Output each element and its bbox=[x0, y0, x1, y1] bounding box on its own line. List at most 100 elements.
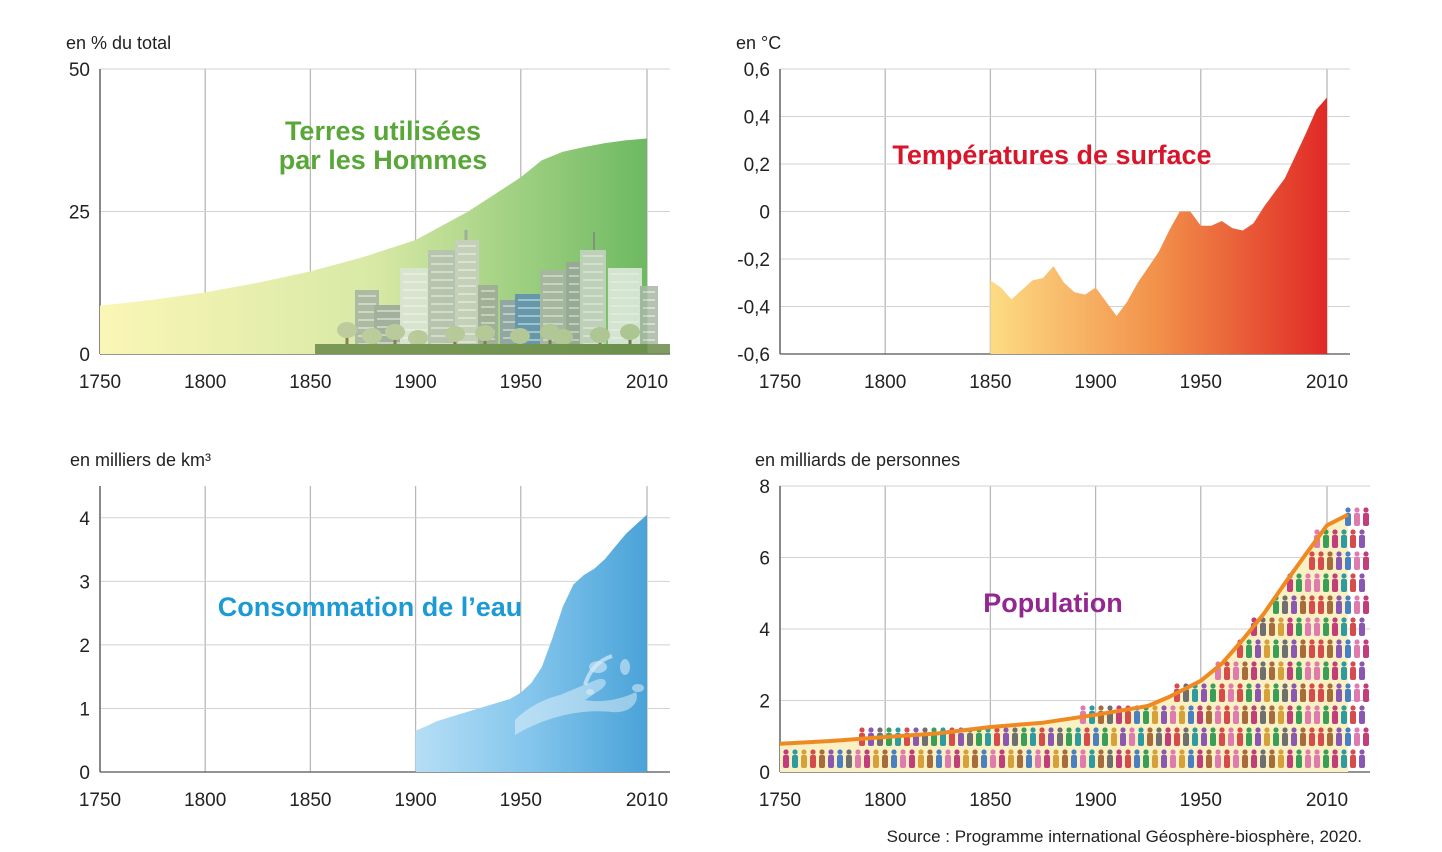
person-body bbox=[1282, 601, 1288, 614]
person-body bbox=[1309, 689, 1315, 702]
person-head bbox=[1354, 639, 1360, 645]
person-body bbox=[1314, 667, 1320, 680]
person-head bbox=[1102, 727, 1108, 733]
person-body bbox=[945, 755, 951, 768]
person-body bbox=[801, 755, 807, 768]
hand-shape bbox=[515, 678, 637, 735]
person-body bbox=[1282, 733, 1288, 746]
person-head bbox=[1332, 573, 1338, 579]
person-head bbox=[1314, 617, 1320, 623]
person-head bbox=[1314, 705, 1320, 711]
person-head bbox=[1323, 661, 1329, 667]
person-body bbox=[1345, 645, 1351, 658]
person-body bbox=[846, 755, 852, 768]
person-body bbox=[994, 733, 1000, 746]
person-body bbox=[1152, 755, 1158, 768]
person-head bbox=[1143, 749, 1149, 755]
person-head bbox=[981, 749, 987, 755]
person-head bbox=[882, 749, 888, 755]
person-body bbox=[1287, 711, 1293, 724]
y-axis-unit: en % du total bbox=[66, 33, 171, 53]
person-body bbox=[1278, 623, 1284, 636]
x-tick-label: 1750 bbox=[759, 372, 801, 393]
person-body bbox=[1341, 579, 1347, 592]
person-head bbox=[936, 749, 942, 755]
person-body bbox=[1251, 755, 1257, 768]
person-head bbox=[1305, 705, 1311, 711]
person-head bbox=[1269, 705, 1275, 711]
tree-crown bbox=[510, 328, 530, 344]
person-head bbox=[1206, 705, 1212, 711]
person-head bbox=[1345, 595, 1351, 601]
y-tick-label: 50 bbox=[69, 60, 90, 81]
person-body bbox=[1287, 579, 1293, 592]
person-head bbox=[1030, 727, 1036, 733]
person-head bbox=[1327, 595, 1333, 601]
water-drop bbox=[589, 661, 607, 673]
person-head bbox=[1318, 683, 1324, 689]
person-body bbox=[1206, 755, 1212, 768]
person-head bbox=[1161, 749, 1167, 755]
person-head bbox=[1044, 749, 1050, 755]
person-body bbox=[1305, 667, 1311, 680]
person-body bbox=[918, 755, 924, 768]
tree-crown bbox=[553, 329, 573, 345]
person-body bbox=[810, 755, 816, 768]
person-body bbox=[1350, 755, 1356, 768]
person-head bbox=[1278, 749, 1284, 755]
person-head bbox=[1251, 705, 1257, 711]
water-drop bbox=[620, 659, 630, 675]
series-line bbox=[779, 512, 1349, 746]
person-head bbox=[1224, 661, 1230, 667]
person-body bbox=[940, 733, 946, 746]
person-head bbox=[1242, 705, 1248, 711]
person-head bbox=[1075, 727, 1081, 733]
tree-crown bbox=[620, 324, 640, 340]
person-body bbox=[1021, 733, 1027, 746]
person-head bbox=[1291, 595, 1297, 601]
y-tick-label: 0 bbox=[79, 763, 90, 784]
person-body bbox=[1300, 645, 1306, 658]
chart-title: Consommation de l’eau bbox=[218, 592, 523, 622]
person-body bbox=[1359, 755, 1365, 768]
person-head bbox=[1084, 727, 1090, 733]
person-body bbox=[1354, 557, 1360, 570]
person-head bbox=[1273, 639, 1279, 645]
person-head bbox=[837, 749, 843, 755]
person-head bbox=[1305, 749, 1311, 755]
person-head bbox=[1296, 705, 1302, 711]
person-head bbox=[1291, 727, 1297, 733]
person-head bbox=[922, 727, 928, 733]
person-head bbox=[1269, 749, 1275, 755]
person-head bbox=[994, 727, 1000, 733]
person-head bbox=[1251, 749, 1257, 755]
person-body bbox=[1170, 755, 1176, 768]
person-head bbox=[1354, 683, 1360, 689]
person-body bbox=[1341, 711, 1347, 724]
person-body bbox=[1039, 733, 1045, 746]
person-body bbox=[1305, 711, 1311, 724]
person-body bbox=[1093, 733, 1099, 746]
person-head bbox=[1309, 639, 1315, 645]
x-tick-label: 2010 bbox=[626, 372, 668, 393]
person-head bbox=[1107, 749, 1113, 755]
person-head bbox=[1332, 705, 1338, 711]
person-body bbox=[1264, 689, 1270, 702]
person-body bbox=[1273, 689, 1279, 702]
person-head bbox=[1228, 683, 1234, 689]
person-body bbox=[1075, 733, 1081, 746]
person-body bbox=[1197, 755, 1203, 768]
person-body bbox=[1224, 667, 1230, 680]
person-head bbox=[1350, 661, 1356, 667]
person-head bbox=[1170, 705, 1176, 711]
person-body bbox=[1003, 733, 1009, 746]
person-body bbox=[1291, 645, 1297, 658]
person-body bbox=[931, 733, 937, 746]
person-head bbox=[1327, 551, 1333, 557]
person-head bbox=[1345, 507, 1351, 513]
y-tick-label: 25 bbox=[69, 203, 90, 224]
person-head bbox=[1345, 639, 1351, 645]
person-body bbox=[1224, 711, 1230, 724]
person-body bbox=[1143, 755, 1149, 768]
person-body bbox=[1183, 689, 1189, 702]
